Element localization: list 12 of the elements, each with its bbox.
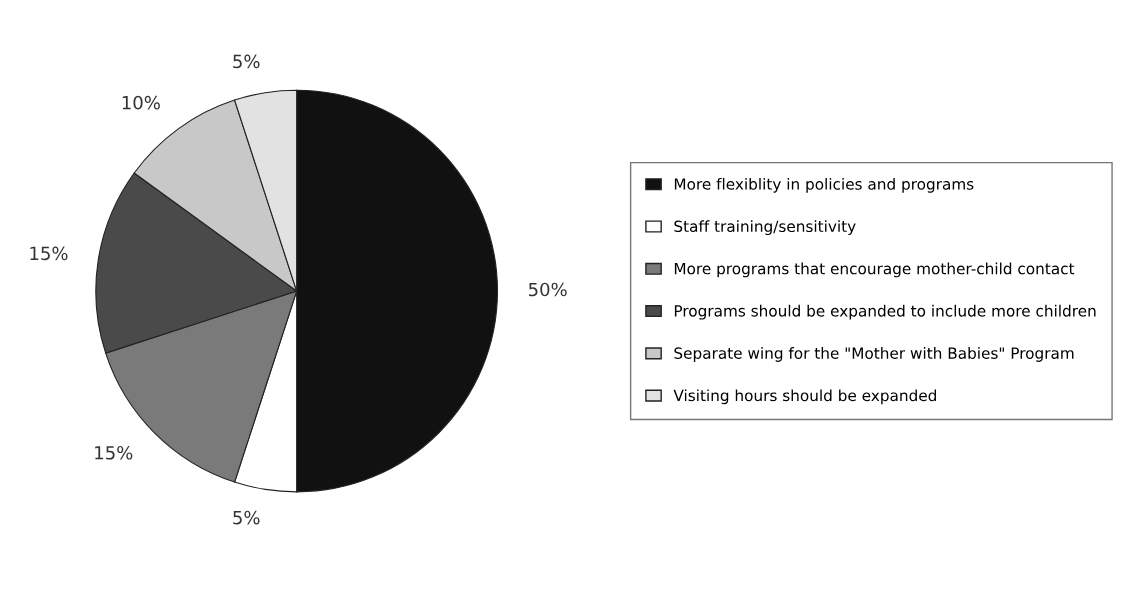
data-label: 15%	[30, 246, 68, 261]
data-label: 50%	[528, 282, 567, 297]
data-label: 10%	[122, 95, 160, 110]
legend-label: Visiting hours should be expanded	[673, 389, 936, 405]
legend-label: More flexiblity in policies and programs	[674, 177, 974, 193]
legend-label: Staff training/sensitivity	[674, 220, 856, 236]
legend-label: More programs that encourage mother-child contact	[674, 262, 1075, 278]
data-label: 5%	[233, 54, 260, 69]
legend-label: Programs should be expanded to include more children	[674, 304, 1096, 320]
data-label: 15%	[95, 445, 133, 460]
data-label: 5%	[233, 510, 260, 525]
legend-label: Separate wing for the "Mother with Babies" Program	[674, 347, 1074, 362]
